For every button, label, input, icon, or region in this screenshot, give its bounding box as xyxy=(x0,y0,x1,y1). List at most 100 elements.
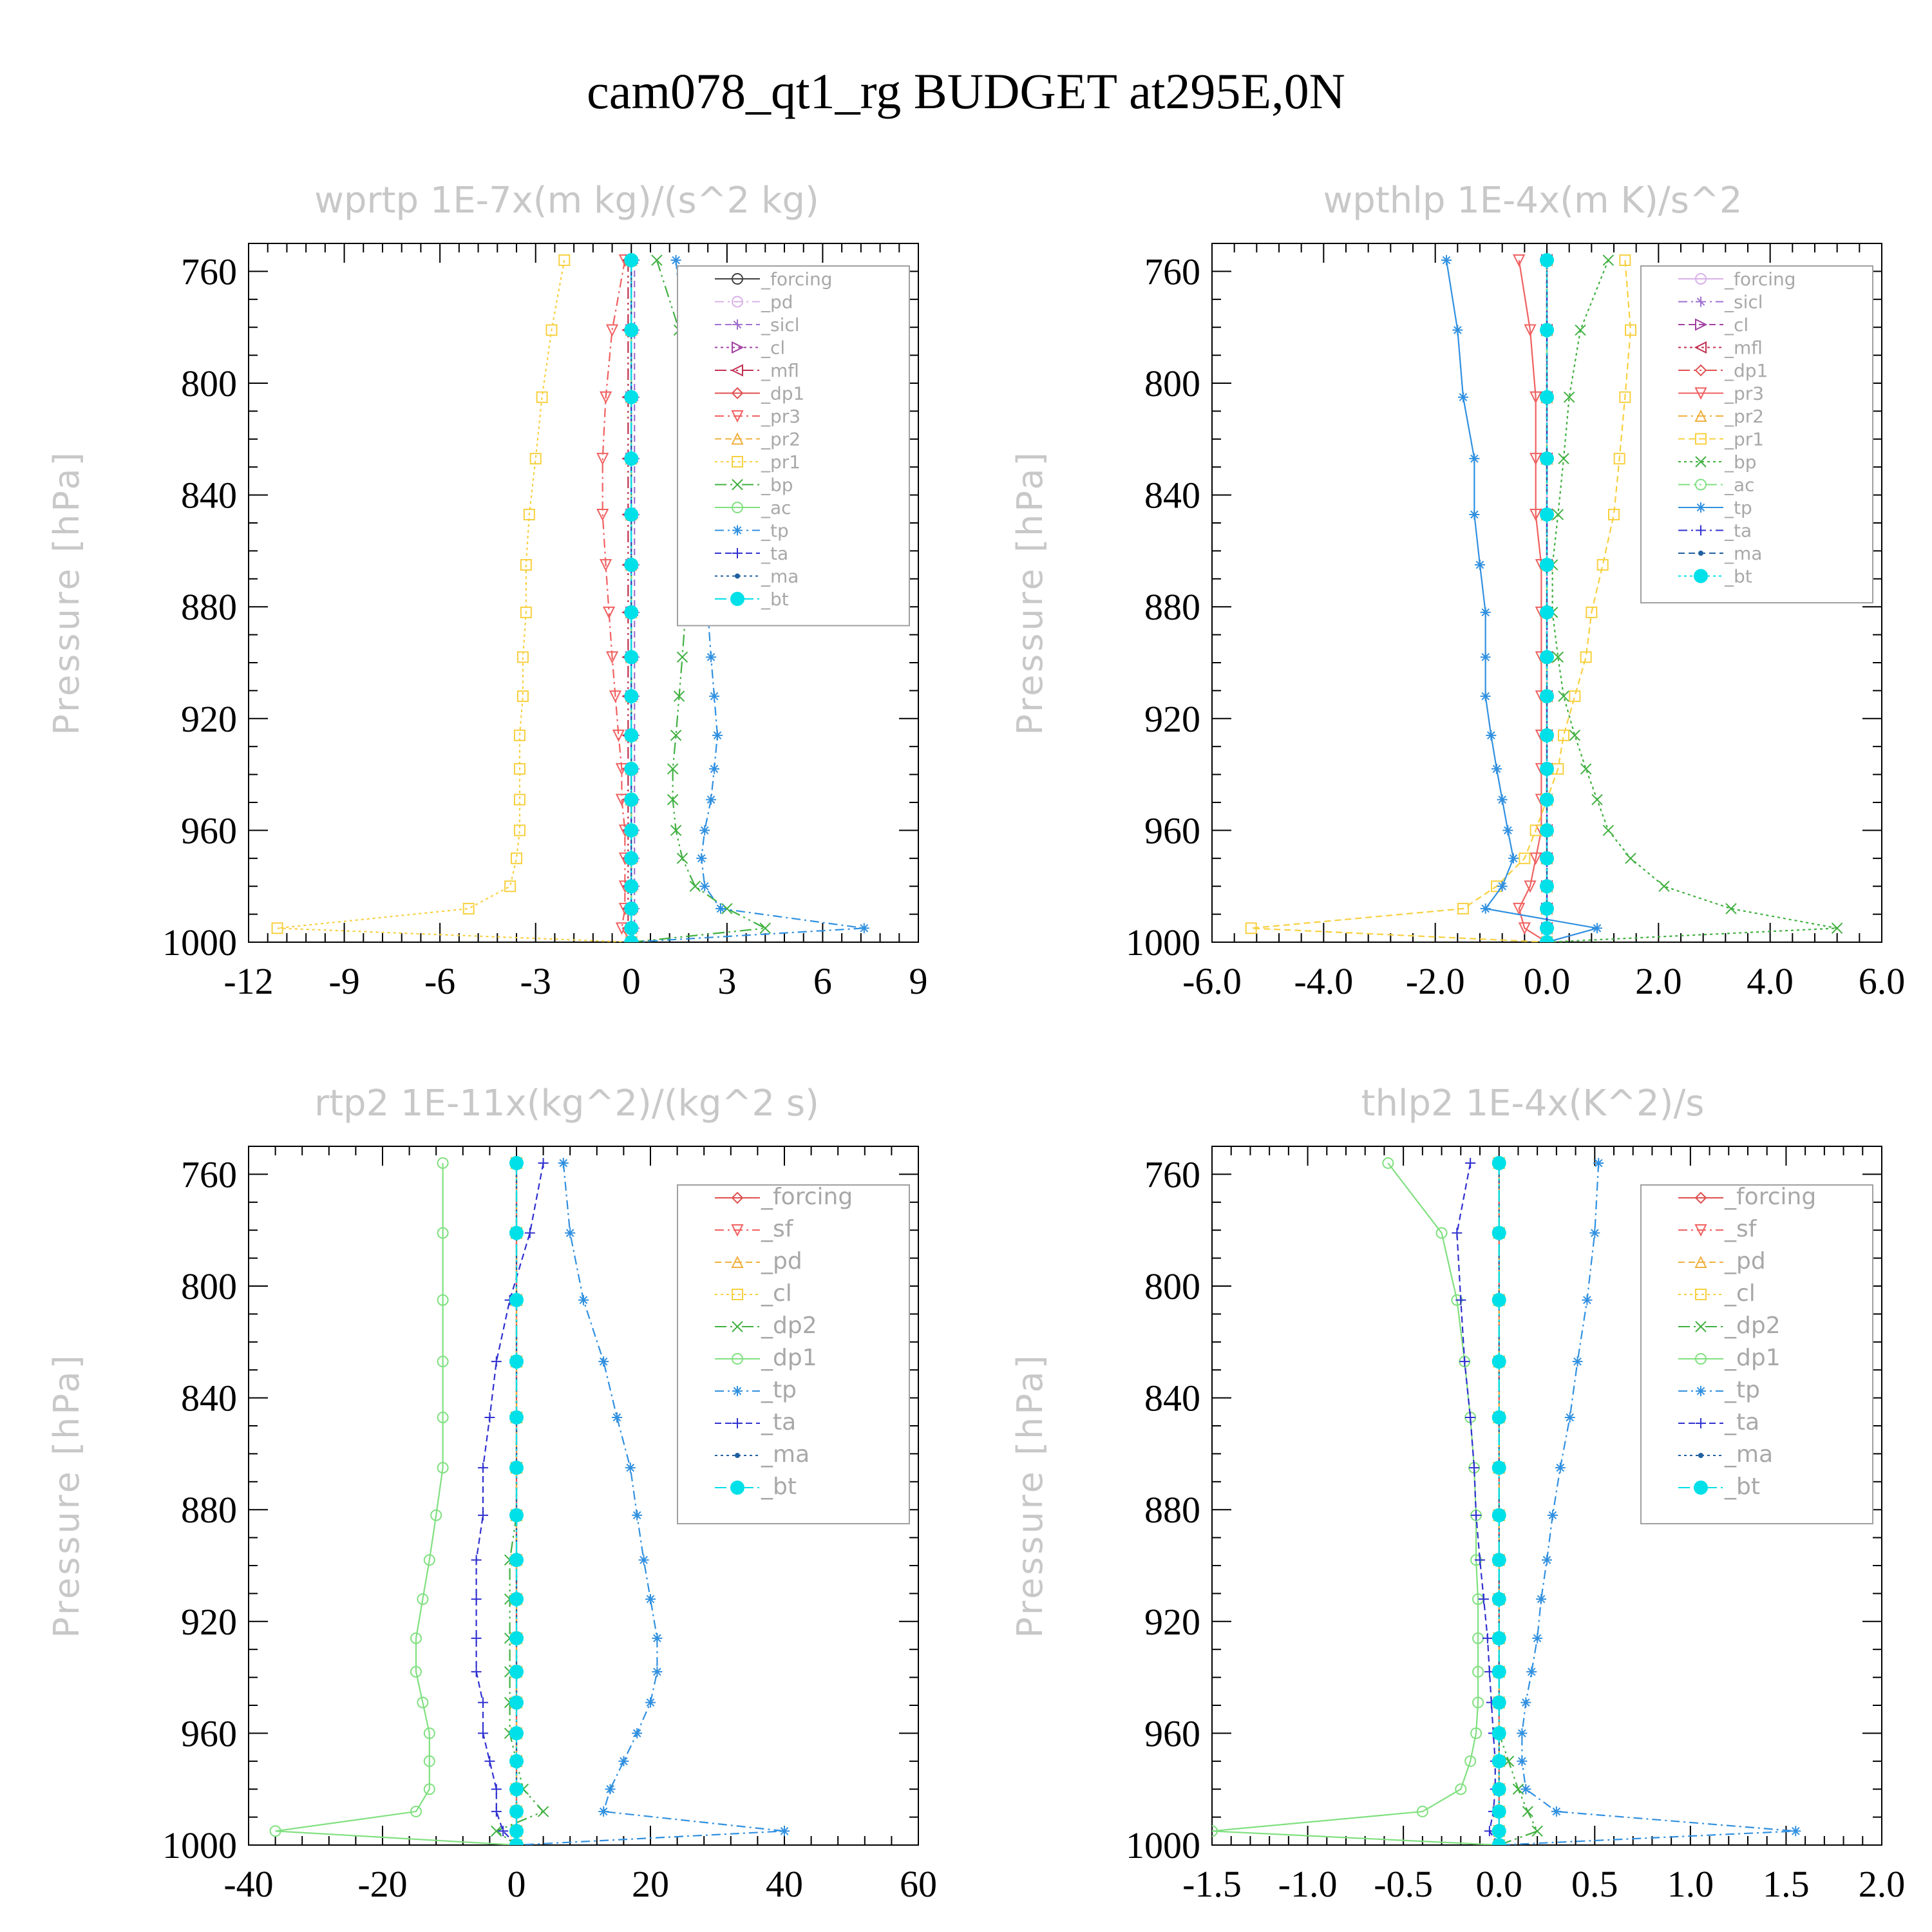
data-point-bt xyxy=(624,253,639,268)
y-tick-label: 840 xyxy=(181,1378,237,1419)
data-point-ta xyxy=(484,1412,495,1423)
y-tick-label: 760 xyxy=(181,1153,237,1195)
x-tick-label: -3 xyxy=(520,960,551,1002)
data-point-dp1 xyxy=(437,1294,449,1306)
data-point-tp xyxy=(598,1356,609,1367)
data-point-tp xyxy=(1486,730,1497,741)
data-point-ta xyxy=(478,1510,488,1520)
data-point-bp xyxy=(667,793,679,806)
data-point-pr1 xyxy=(1457,902,1469,914)
y-tick-label: 880 xyxy=(181,586,237,628)
legend-entry-pr3: _pr3 xyxy=(1724,383,1764,404)
x-tick-label: -20 xyxy=(357,1863,407,1905)
data-point-dp1 xyxy=(423,1727,435,1739)
data-point-dp1 xyxy=(423,1783,435,1795)
legend-entry-ma: _ma xyxy=(761,566,799,587)
y-tick-label: 800 xyxy=(1144,1265,1200,1307)
data-point-bt xyxy=(1540,390,1554,404)
data-point-bp xyxy=(651,254,663,266)
legend-entry-forcing: _forcing xyxy=(1724,269,1796,290)
data-point-bt xyxy=(509,1631,524,1645)
data-point-bp xyxy=(1552,509,1564,520)
data-point-pr1 xyxy=(513,793,526,806)
legend: _forcing_sicl_cl_mfl_dp1_pr3_pr2_pr1_bp_… xyxy=(1640,265,1873,603)
data-point-tp xyxy=(1572,1356,1583,1367)
data-point-pr1 xyxy=(504,880,516,893)
data-point-bt xyxy=(1492,1508,1506,1522)
legend-entry-ta: _ta xyxy=(761,543,788,564)
y-tick-label: 960 xyxy=(1144,1712,1200,1754)
data-point-bt xyxy=(624,558,639,573)
data-point-bt xyxy=(1492,1726,1506,1741)
data-point-ta xyxy=(471,1555,482,1566)
data-point-tp xyxy=(652,1666,663,1677)
legend-marker xyxy=(1694,1255,1707,1268)
series-line-tp xyxy=(516,1162,785,1845)
panel-thlp2: thlp2 1E-4x(K^2)/s Pressure [hPa] 760 800… xyxy=(1010,1083,1905,1905)
data-point-bt xyxy=(1492,1631,1506,1645)
data-point-pr1 xyxy=(1613,453,1625,465)
data-point-bt xyxy=(1540,921,1554,936)
data-point-dp1 xyxy=(437,1462,449,1474)
data-point-tp xyxy=(1582,1294,1593,1305)
data-point-bp xyxy=(1831,922,1843,934)
data-point-tp xyxy=(638,1555,649,1566)
data-point-pr3 xyxy=(1530,508,1542,522)
legend-marker xyxy=(731,1191,744,1204)
data-point-bt xyxy=(1492,1592,1506,1607)
data-point-bt xyxy=(1492,1293,1506,1307)
data-point-bp xyxy=(1569,730,1581,741)
series-line-dp1 xyxy=(275,1163,517,1845)
legend-entry-tp: _tp xyxy=(761,1377,797,1403)
series-line-dp2 xyxy=(1498,1163,1539,1845)
data-point-tp xyxy=(612,1412,622,1423)
legend-marker xyxy=(1694,1481,1708,1495)
data-point-ta xyxy=(1452,1227,1463,1238)
data-point-dp1 xyxy=(437,1157,449,1170)
legend-marker xyxy=(1696,502,1706,513)
data-point-pr3 xyxy=(603,606,616,620)
data-point-ta xyxy=(471,1633,482,1643)
data-point-tp xyxy=(632,1510,643,1520)
data-point-pr1 xyxy=(545,324,558,336)
data-point-bt xyxy=(509,1695,524,1710)
data-point-bp xyxy=(1558,453,1569,464)
legend-entry-dp2: _dp2 xyxy=(761,1312,817,1339)
data-point-ta xyxy=(478,1728,488,1739)
data-point-bt xyxy=(1540,650,1554,665)
legend-marker xyxy=(735,573,740,579)
x-tick-label: 6 xyxy=(813,960,832,1002)
data-point-bt xyxy=(509,1354,524,1369)
data-point-bt xyxy=(1540,451,1554,466)
data-point-bt xyxy=(1540,901,1554,916)
data-point-pr1 xyxy=(1586,606,1598,618)
legend-entry-forcing: _forcing xyxy=(1724,1184,1816,1210)
legend-marker xyxy=(1696,1418,1706,1428)
data-point-ta xyxy=(1471,1510,1482,1520)
data-point-bt xyxy=(509,1726,524,1741)
data-point-bt xyxy=(1492,1754,1506,1768)
data-point-tp xyxy=(645,1697,656,1708)
legend-entry-pr2: _pr2 xyxy=(1724,406,1764,427)
data-point-tp xyxy=(1589,1227,1600,1238)
data-point-pr1 xyxy=(1558,729,1569,741)
plot-frame-thlp2 xyxy=(1211,1146,1882,1846)
legend-entry-cl: _cl xyxy=(1724,1280,1756,1307)
legend-entry-pd: _pd xyxy=(761,292,793,313)
data-point-pr1 xyxy=(1245,922,1257,934)
data-point-tp xyxy=(1517,1756,1528,1766)
data-point-tp xyxy=(1508,853,1519,864)
x-tick-label: 2.0 xyxy=(1635,960,1682,1002)
legend-marker xyxy=(730,1481,744,1495)
data-point-tp xyxy=(670,255,681,266)
data-point-bp xyxy=(667,763,679,775)
data-point-bt xyxy=(509,1838,524,1845)
data-point-pr3 xyxy=(605,651,619,664)
data-point-tp xyxy=(1480,903,1491,914)
legend-marker xyxy=(1695,1353,1707,1365)
x-tick-label: -2.0 xyxy=(1406,960,1465,1002)
y-tick-label: 1000 xyxy=(1126,922,1200,963)
legend-entry-dp1: _dp1 xyxy=(761,1345,817,1371)
x-tick-label: -0.5 xyxy=(1374,1863,1433,1905)
data-point-tp xyxy=(618,1756,629,1766)
